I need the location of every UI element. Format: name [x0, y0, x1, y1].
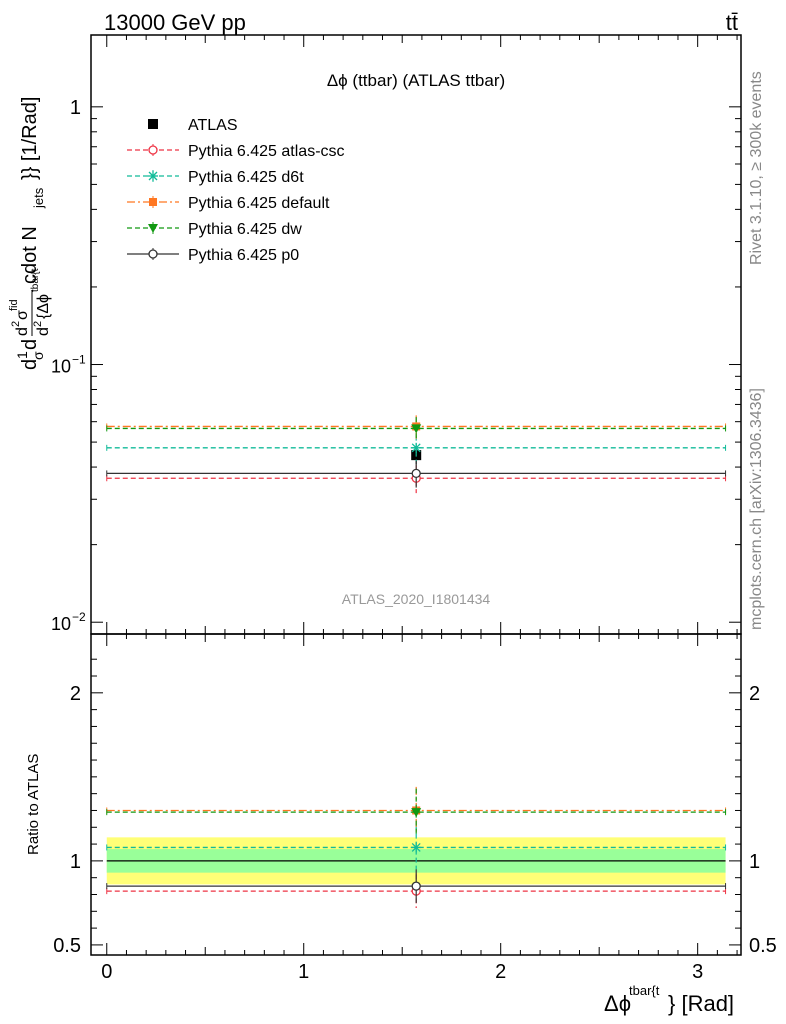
ratio-y-tick-label: 0.5	[749, 935, 777, 957]
analysis-label: ATLAS_2020_I1801434	[342, 591, 491, 607]
x-tick-label: 3	[692, 961, 703, 983]
ratio-y-tick-label: 1	[70, 851, 81, 873]
x-tick-label: 0	[101, 961, 112, 983]
y-axis-label: d 1 σ d d 2 σ fid d 2 {Δϕ tbar{t cdot N …	[8, 97, 52, 370]
x-tick-label: 1	[298, 961, 309, 983]
legend-marker	[148, 224, 158, 233]
source-text: mcplots.cern.ch [arXiv:1306.3436]	[748, 388, 765, 630]
legend-entry: ATLAS	[148, 117, 238, 134]
ylabel-den2: 2	[32, 321, 44, 327]
x-axis-label-tail: } [Rad]	[668, 991, 734, 1016]
y-tick-label: 10	[51, 357, 71, 377]
series-5-marker	[411, 468, 421, 479]
y-tick-label: 10	[51, 614, 71, 634]
ylabel-sigma: σ	[14, 310, 31, 320]
ratio-y-tick-label: 0.5	[53, 935, 81, 957]
y-tick-exponent: −2	[72, 610, 86, 624]
legend-label: Pythia 6.425 p0	[188, 247, 299, 264]
ylabel-frac-bot: σ	[30, 351, 46, 360]
x-axis-label-main: Δϕ	[604, 991, 631, 1016]
legend-label: Pythia 6.425 d6t	[188, 169, 304, 186]
legend-entry: Pythia 6.425 dw	[127, 221, 302, 238]
legend-label: Pythia 6.425 dw	[188, 221, 302, 238]
legend-label: Pythia 6.425 default	[188, 195, 330, 212]
labels: 13000 GeV pp tt̄ Δϕ (ttbar) (ATLAS ttbar…	[8, 10, 765, 1016]
y-tick-label: 1	[70, 97, 81, 119]
ylabel-unit: }} [1/Rad]	[19, 97, 41, 180]
series-4-marker	[411, 424, 422, 434]
legend-marker-stroke	[148, 171, 158, 181]
ratio-series-4-marker	[411, 808, 422, 818]
process-label: tt̄	[726, 10, 738, 35]
ylabel-jets: jets	[31, 187, 46, 209]
series-2-marker	[411, 442, 422, 453]
ylabel-tbar: tbar{t	[30, 268, 41, 292]
legend-marker	[148, 119, 158, 129]
ylabel-cdot: cdot N	[19, 226, 41, 284]
ylabel-d1: d	[19, 339, 41, 350]
ratio-series-2-marker	[411, 842, 422, 853]
ratio-series-2-marker-stroke	[411, 842, 421, 852]
legend-label: ATLAS	[188, 117, 238, 134]
ratio-y-tick-label: 1	[749, 851, 760, 873]
y-tick-exponent: −1	[72, 353, 86, 367]
legend-entry: Pythia 6.425 p0	[127, 247, 299, 264]
beam-label: 13000 GeV pp	[104, 10, 246, 35]
x-tick-label: 2	[495, 961, 506, 983]
legend-entry: Pythia 6.425 atlas-csc	[127, 143, 345, 160]
ylabel-sup2: 2	[10, 321, 22, 327]
legend-entry: Pythia 6.425 d6t	[127, 169, 304, 186]
ratio-panel: 0 1 2 3 0.5 0.5 1 1 2 2	[53, 633, 777, 983]
ratio-frame	[90, 633, 742, 956]
ratio-ylabel: Ratio to ATLAS	[25, 754, 42, 855]
legend-label: Pythia 6.425 atlas-csc	[188, 143, 345, 160]
legend-marker	[148, 249, 158, 259]
series-2-marker-stroke	[411, 443, 421, 453]
ylabel-fid: fid	[8, 299, 20, 311]
plot-title: Δϕ (ttbar) (ATLAS ttbar)	[327, 71, 505, 90]
legend-marker	[148, 145, 158, 155]
ylabel-brace: {Δϕ	[35, 294, 52, 319]
rivet-version-text: Rivet 3.1.10, ≥ 300k events	[748, 71, 765, 265]
x-axis-label: Δϕ tbar{t } [Rad]	[604, 983, 734, 1016]
ratio-series-5-marker	[411, 881, 421, 891]
legend-marker	[148, 171, 158, 181]
legend-marker	[149, 198, 157, 206]
ylabel-d: d	[19, 359, 41, 370]
legend-entry: Pythia 6.425 default	[127, 195, 330, 212]
ylabel-frac-top: 1	[14, 351, 30, 359]
x-axis-label-sup: tbar{t	[629, 983, 660, 998]
ratio-y-tick-label: 2	[749, 683, 760, 705]
ratio-y-tick-label: 2	[70, 683, 81, 705]
ylabel-den: d	[35, 327, 52, 336]
ylabel-dsig: d	[14, 327, 31, 336]
